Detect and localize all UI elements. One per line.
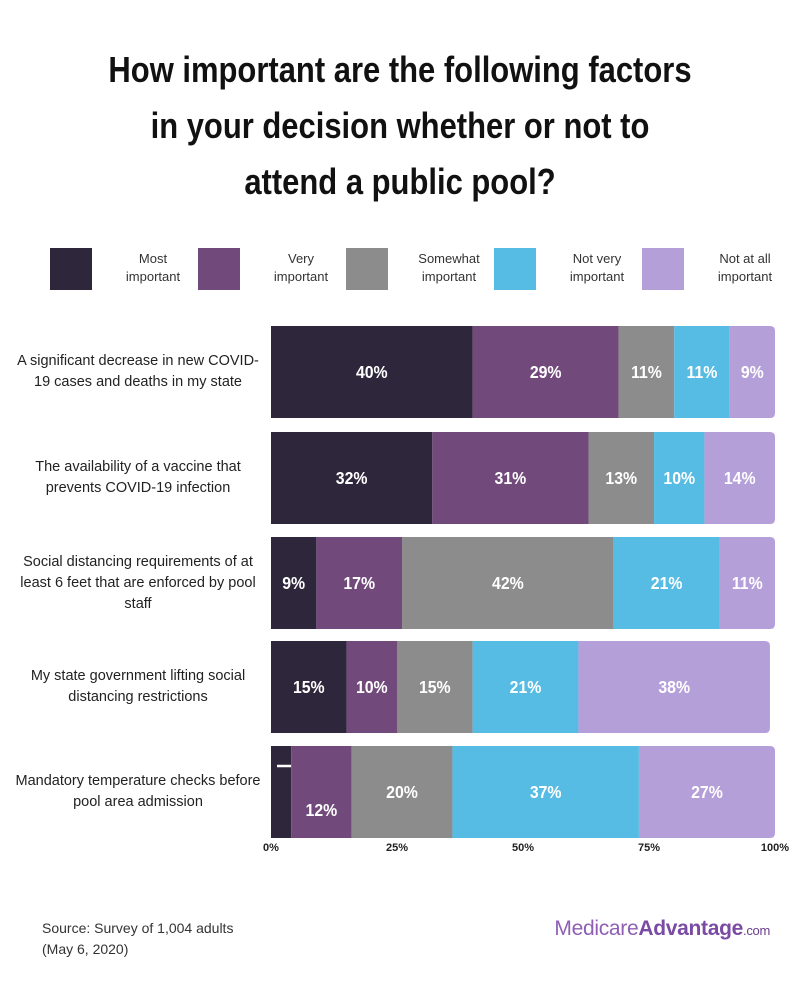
brand-part-1: Medicare (554, 917, 639, 940)
brand-logo: MedicareAdvantage.com (554, 917, 770, 941)
bar-row: 4%12%20%37%27% (271, 746, 775, 838)
legend-label-not-at-all-important: Not at all important (690, 250, 800, 286)
bar-segment-very-important (432, 432, 589, 524)
title-line-1: How important are the following factors (108, 49, 692, 90)
data-label: 15% (419, 677, 451, 697)
legend-label-line: important (421, 269, 477, 284)
category-label: The availability of a vaccine that preve… (35, 459, 241, 496)
bar-row: 9% 17% 42% 21% 11% (271, 537, 775, 629)
bar-segment-not-very-important (674, 326, 730, 418)
bar-segment-not-at-all-important (638, 746, 775, 838)
legend-swatch-most-important (50, 248, 92, 290)
legend-label-line: Most (138, 251, 168, 266)
bar-row: 40% 29% 11% 11% 9% (271, 326, 775, 418)
data-label: 38% (658, 677, 690, 697)
category-label: My state government lifting social dista… (30, 668, 246, 705)
legend-label-line: important (273, 269, 329, 284)
title-line-3: attend a public pool? (244, 161, 556, 202)
category-label: A significant decrease in new COVID-19 c… (17, 353, 259, 390)
data-label: 9% (741, 362, 764, 382)
legend: Most important Very important Somewhat i… (0, 248, 800, 292)
bar-segment-not-very-important (613, 537, 720, 629)
data-label: 11% (732, 573, 763, 593)
data-label: 27% (691, 782, 723, 802)
legend-label-line: Not very (572, 251, 622, 266)
data-label: 32% (336, 468, 368, 488)
data-label: 37% (530, 782, 562, 802)
bar-segment-somewhat-important (402, 537, 614, 629)
legend-label-line: important (125, 269, 181, 284)
bar-segment-very-important (346, 641, 397, 733)
category-label: Social distancing requirements of at lea… (20, 553, 256, 612)
brand-part-3: .com (743, 923, 770, 938)
bar-segment-very-important (316, 537, 403, 629)
legend-label-very-important: Very important (246, 250, 356, 286)
data-label: 10% (356, 677, 388, 697)
data-label: 29% (530, 362, 562, 382)
data-label: 21% (510, 677, 542, 697)
source-note: Source: Survey of 1,004 adults (May 6, 2… (42, 918, 233, 960)
legend-label-somewhat-important: Somewhat important (394, 250, 504, 286)
bar-segment-somewhat-important (618, 326, 675, 418)
data-label: 11% (631, 362, 662, 382)
data-label: 40% (356, 362, 388, 382)
bar-segment-most-important (271, 746, 292, 838)
x-tick-label: 25% (386, 842, 408, 854)
bar-segment-most-important (271, 641, 347, 733)
x-tick-label: 0% (263, 842, 279, 854)
data-label: 10% (663, 468, 695, 488)
title-line-2: in your decision whether or not to (150, 105, 650, 146)
bar-segment-very-important (472, 326, 619, 418)
legend-label-line: important (569, 269, 625, 284)
data-label: 17% (343, 573, 375, 593)
bar-segment-not-at-all-important (729, 326, 775, 418)
data-label: 42% (492, 573, 524, 593)
legend-swatch-not-very-important (494, 248, 536, 290)
data-label: 31% (495, 468, 527, 488)
data-label: 15% (293, 677, 325, 697)
legend-swatch-very-important (198, 248, 240, 290)
legend-label-not-very-important: Not very important (542, 250, 652, 286)
data-label: 9% (282, 573, 305, 593)
legend-label-line: Very (287, 251, 314, 266)
data-label: 14% (724, 468, 756, 488)
bar-segment-not-at-all-important (719, 537, 775, 629)
bar-segment-not-at-all-important (578, 641, 770, 733)
legend-label-line: Not at all (719, 251, 771, 266)
bar-segment-most-important (271, 326, 473, 418)
brand-part-2: Advantage (638, 917, 744, 940)
legend-swatch-somewhat-important (346, 248, 388, 290)
data-label: 20% (386, 782, 418, 802)
bar-segment-most-important (271, 432, 433, 524)
bar-segment-somewhat-important (588, 432, 655, 524)
bar-row: 15% 10% 15% 21% 38% (271, 641, 770, 733)
x-tick-label: 50% (512, 842, 534, 854)
legend-label-line: Somewhat (418, 251, 480, 266)
bar-segment-most-important (271, 537, 317, 629)
data-label: 21% (651, 573, 683, 593)
bar-segment-very-important (291, 746, 352, 838)
data-label: 13% (605, 468, 637, 488)
x-tick-label: 75% (638, 842, 660, 854)
source-line-2: (May 6, 2020) (42, 941, 129, 957)
bar-segment-not-at-all-important (704, 432, 775, 524)
source-line-1: Source: Survey of 1,004 adults (42, 920, 234, 936)
data-label: 11% (687, 362, 718, 382)
bar-segment-somewhat-important (351, 746, 453, 838)
legend-swatch-not-at-all-important (642, 248, 684, 290)
bar-segment-somewhat-important (397, 641, 473, 733)
legend-label-most-important: Most important (98, 250, 208, 286)
chart-title: How important are the following factors … (90, 42, 709, 210)
data-label: 12% (306, 800, 338, 820)
bar-segment-not-very-important (452, 746, 639, 838)
legend-label-line: important (717, 269, 773, 284)
category-label: Mandatory temperature checks before pool… (15, 773, 261, 810)
bar-segment-not-very-important (654, 432, 705, 524)
x-tick-label: 100% (761, 842, 789, 854)
bar-segment-not-very-important (472, 641, 579, 733)
bar-row: 32% 31% 13% 10% 14% (271, 432, 775, 524)
